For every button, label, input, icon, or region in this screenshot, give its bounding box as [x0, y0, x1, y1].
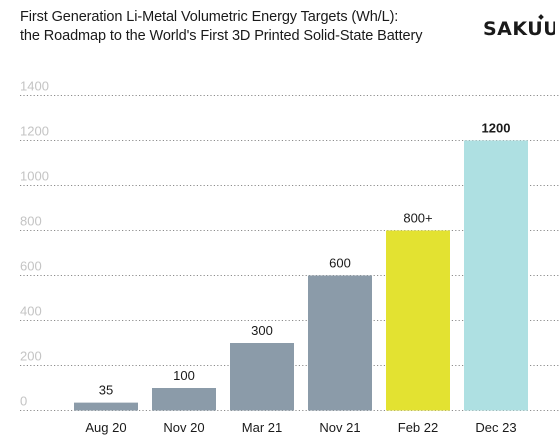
x-tick-label-aug-20: Aug 20	[85, 420, 126, 435]
y-tick-label-1200: 1200	[20, 124, 49, 139]
bar-aug-20	[74, 402, 138, 411]
bar-mar-21	[230, 343, 294, 411]
data-label-mar-21: 300	[251, 323, 273, 338]
labels-layer: 35 Aug 20 100 Nov 20 300 Mar 21 600 Nov 21 800+ F…	[85, 121, 516, 436]
data-label-dec-23: 1200	[482, 121, 511, 136]
y-tick-label-0: 0	[20, 394, 27, 409]
chart-title-line-1: First Generation Li-Metal Volumetric Ene…	[20, 9, 399, 25]
chart-title-line-2: the Roadmap to the World's First 3D Prin…	[20, 28, 423, 44]
x-tick-label-feb-22: Feb 22	[398, 420, 438, 435]
chart-title: First Generation Li-Metal Volumetric Ene…	[20, 8, 460, 46]
y-tick-label-200: 200	[20, 349, 42, 364]
x-tick-label-mar-21: Mar 21	[242, 420, 282, 435]
y-tick-label-1000: 1000	[20, 169, 49, 184]
data-label-nov-21: 600	[329, 256, 351, 271]
y-tick-label-800: 800	[20, 214, 42, 229]
sakuu-logo: SAKUU	[483, 14, 555, 40]
data-label-feb-22: 800+	[403, 211, 432, 226]
logo-accent-mark	[538, 14, 544, 20]
x-tick-label-nov-20: Nov 20	[163, 420, 204, 435]
y-tick-label-1400: 1400	[20, 79, 49, 94]
bars-layer	[74, 140, 528, 411]
x-tick-label-nov-21: Nov 21	[319, 420, 360, 435]
bar-dec-23	[464, 140, 528, 411]
bar-feb-22	[386, 230, 450, 411]
y-tick-label-600: 600	[20, 259, 42, 274]
x-tick-label-dec-23: Dec 23	[475, 420, 516, 435]
y-tick-label-400: 400	[20, 304, 42, 319]
sakuu-logo-text: SAKUU	[483, 18, 555, 40]
bar-nov-20	[152, 388, 216, 411]
data-label-aug-20: 35	[99, 383, 113, 398]
data-label-nov-20: 100	[173, 368, 195, 383]
bar-nov-21	[308, 275, 372, 411]
